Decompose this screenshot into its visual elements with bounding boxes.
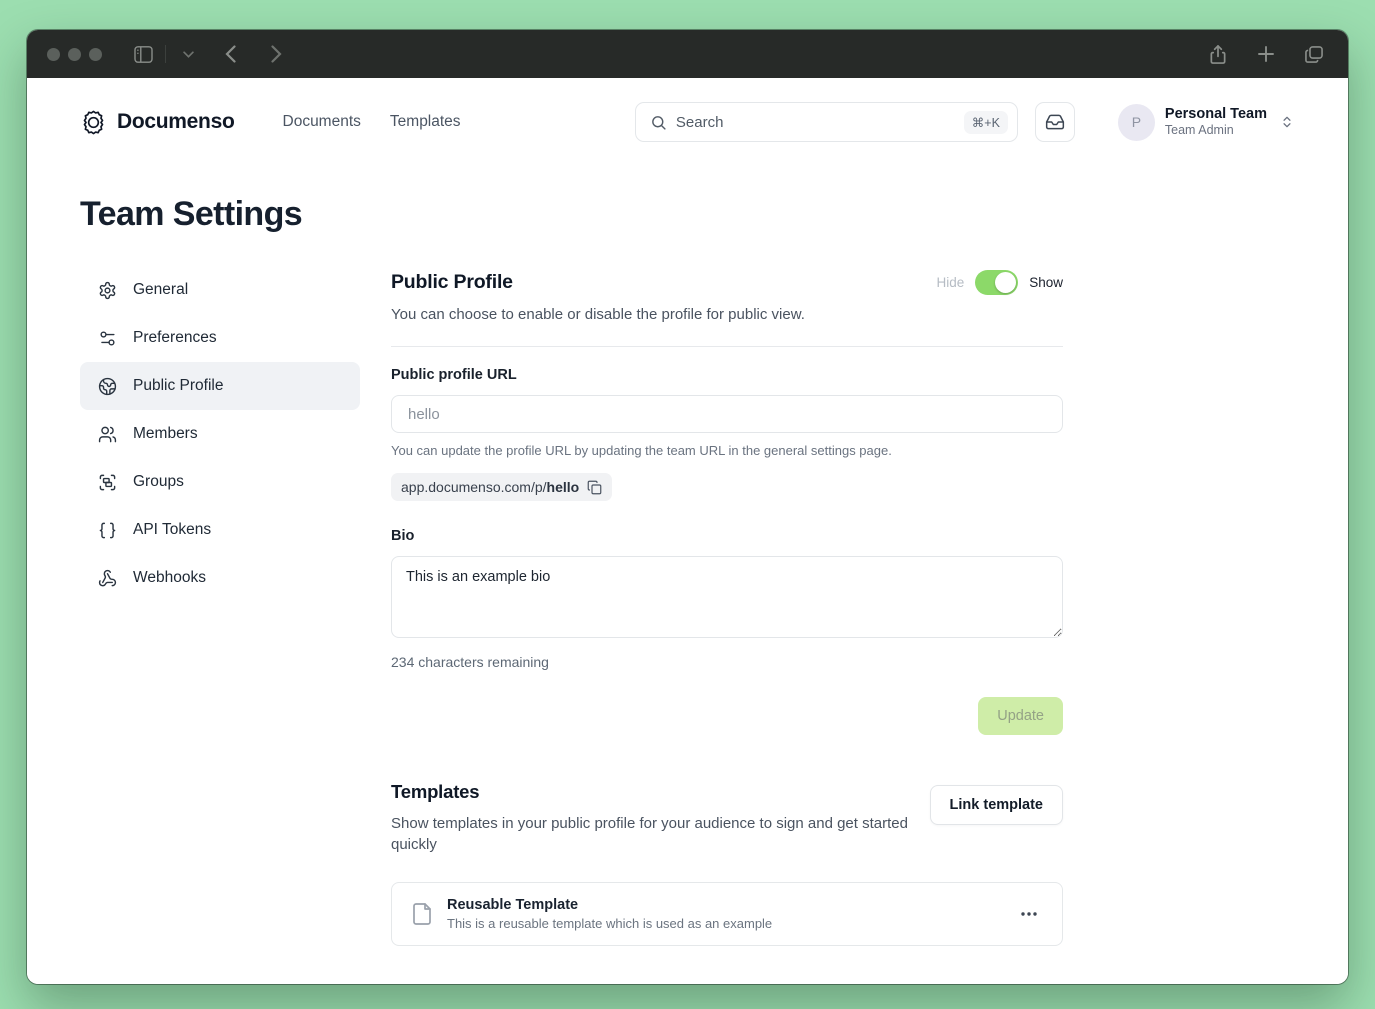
team-role: Team Admin (1164, 123, 1234, 138)
public-profile-panel: Public Profile Hide Show You can choose … (391, 266, 1063, 947)
sliders-icon (98, 329, 117, 348)
sidebar-item-label: Members (133, 425, 198, 442)
url-helper-text: You can update the profile URL by updati… (391, 443, 892, 458)
bio-field-label: Bio (391, 528, 415, 544)
sidebar-item-groups[interactable]: Groups (80, 458, 360, 506)
sidebar-item-label: API Tokens (133, 521, 212, 538)
search-box[interactable]: ⌘+K (634, 102, 1018, 142)
sidebar-item-label: Public Profile (133, 377, 224, 394)
file-icon (410, 902, 434, 926)
update-button[interactable]: Update (978, 697, 1063, 735)
team-name: Personal Team (1164, 106, 1267, 123)
page-title: Team Settings (80, 195, 303, 233)
sidebar-item-label: General (133, 281, 189, 298)
search-shortcut-badge: ⌘+K (963, 110, 1008, 134)
bio-textarea[interactable]: This is an example bio (391, 556, 1063, 638)
public-url-pill: app.documenso.com/p/hello (391, 473, 613, 501)
sidebar-toggle-icon[interactable] (129, 40, 157, 68)
template-list-item: Reusable Template This is a reusable tem… (391, 882, 1063, 947)
public-url-text: app.documenso.com/p/hello (401, 479, 580, 495)
team-switcher[interactable]: P Personal Team Team Admin (1117, 103, 1294, 141)
gear-icon (98, 281, 117, 300)
search-input[interactable] (675, 113, 955, 131)
webhook-icon (98, 569, 117, 588)
sidebar-item-webhooks[interactable]: Webhooks (80, 554, 360, 602)
templates-description: Show templates in your public profile fo… (391, 815, 908, 853)
new-tab-icon[interactable] (1252, 40, 1280, 68)
nav-templates[interactable]: Templates (389, 113, 461, 130)
toggle-show-label: Show (1029, 275, 1063, 290)
settings-sidebar: General Preferences Public Profile (80, 266, 360, 602)
characters-remaining: 234 characters remaining (391, 654, 549, 670)
avatar: P (1117, 103, 1155, 141)
users-icon (98, 425, 117, 444)
sidebar-item-label: Preferences (133, 329, 217, 346)
url-field-label: Public profile URL (391, 367, 517, 383)
profile-visibility-toggle[interactable] (975, 270, 1019, 295)
divider (391, 346, 1063, 347)
section-title-templates: Templates (391, 781, 480, 802)
brand-name: Documenso (117, 110, 235, 133)
public-profile-url-input[interactable] (391, 395, 1063, 433)
tab-overview-icon[interactable] (1300, 40, 1328, 68)
toolbar-divider (165, 45, 166, 63)
sidebar-item-members[interactable]: Members (80, 410, 360, 458)
app-header: Documenso Documents Templates ⌘+K P (27, 78, 1348, 142)
link-template-button[interactable]: Link template (929, 785, 1063, 825)
main-nav: Documents Templates (283, 113, 461, 131)
globe-icon (98, 377, 117, 396)
chevron-down-icon[interactable] (174, 40, 202, 68)
toggle-hide-label: Hide (936, 275, 965, 290)
ellipsis-icon (1020, 911, 1038, 917)
copy-icon (587, 480, 602, 495)
sidebar-item-general[interactable]: General (80, 266, 360, 314)
window-controls (47, 47, 102, 61)
browser-window: Documenso Documents Templates ⌘+K P (27, 30, 1348, 984)
browser-titlebar (27, 30, 1348, 78)
section-description: You can choose to enable or disable the … (391, 306, 805, 323)
inbox-button[interactable] (1034, 102, 1075, 142)
sidebar-item-label: Webhooks (133, 569, 206, 586)
sidebar-item-api-tokens[interactable]: API Tokens (80, 506, 360, 554)
template-name: Reusable Template (447, 897, 579, 914)
app-content: Documenso Documents Templates ⌘+K P (27, 78, 1348, 984)
search-icon (650, 114, 667, 131)
share-icon[interactable] (1204, 40, 1232, 68)
toggle-knob (995, 272, 1017, 293)
sidebar-item-public-profile[interactable]: Public Profile (80, 362, 360, 410)
inbox-icon (1045, 112, 1065, 132)
close-window-icon[interactable] (47, 47, 60, 61)
forward-icon[interactable] (262, 40, 290, 68)
documenso-logo-icon (80, 109, 107, 136)
braces-icon (98, 521, 117, 540)
minimize-window-icon[interactable] (68, 47, 81, 61)
sidebar-item-label: Groups (133, 473, 184, 490)
back-icon[interactable] (216, 40, 244, 68)
section-title-public-profile: Public Profile (391, 271, 513, 293)
copy-url-button[interactable] (587, 480, 602, 495)
chevrons-up-down-icon (1280, 115, 1294, 129)
template-more-button[interactable] (1014, 907, 1044, 921)
maximize-window-icon[interactable] (89, 47, 102, 61)
sidebar-item-preferences[interactable]: Preferences (80, 314, 360, 362)
brand[interactable]: Documenso (80, 109, 235, 136)
nav-documents[interactable]: Documents (282, 113, 361, 130)
template-description: This is a reusable template which is use… (447, 916, 773, 932)
group-icon (98, 473, 117, 492)
